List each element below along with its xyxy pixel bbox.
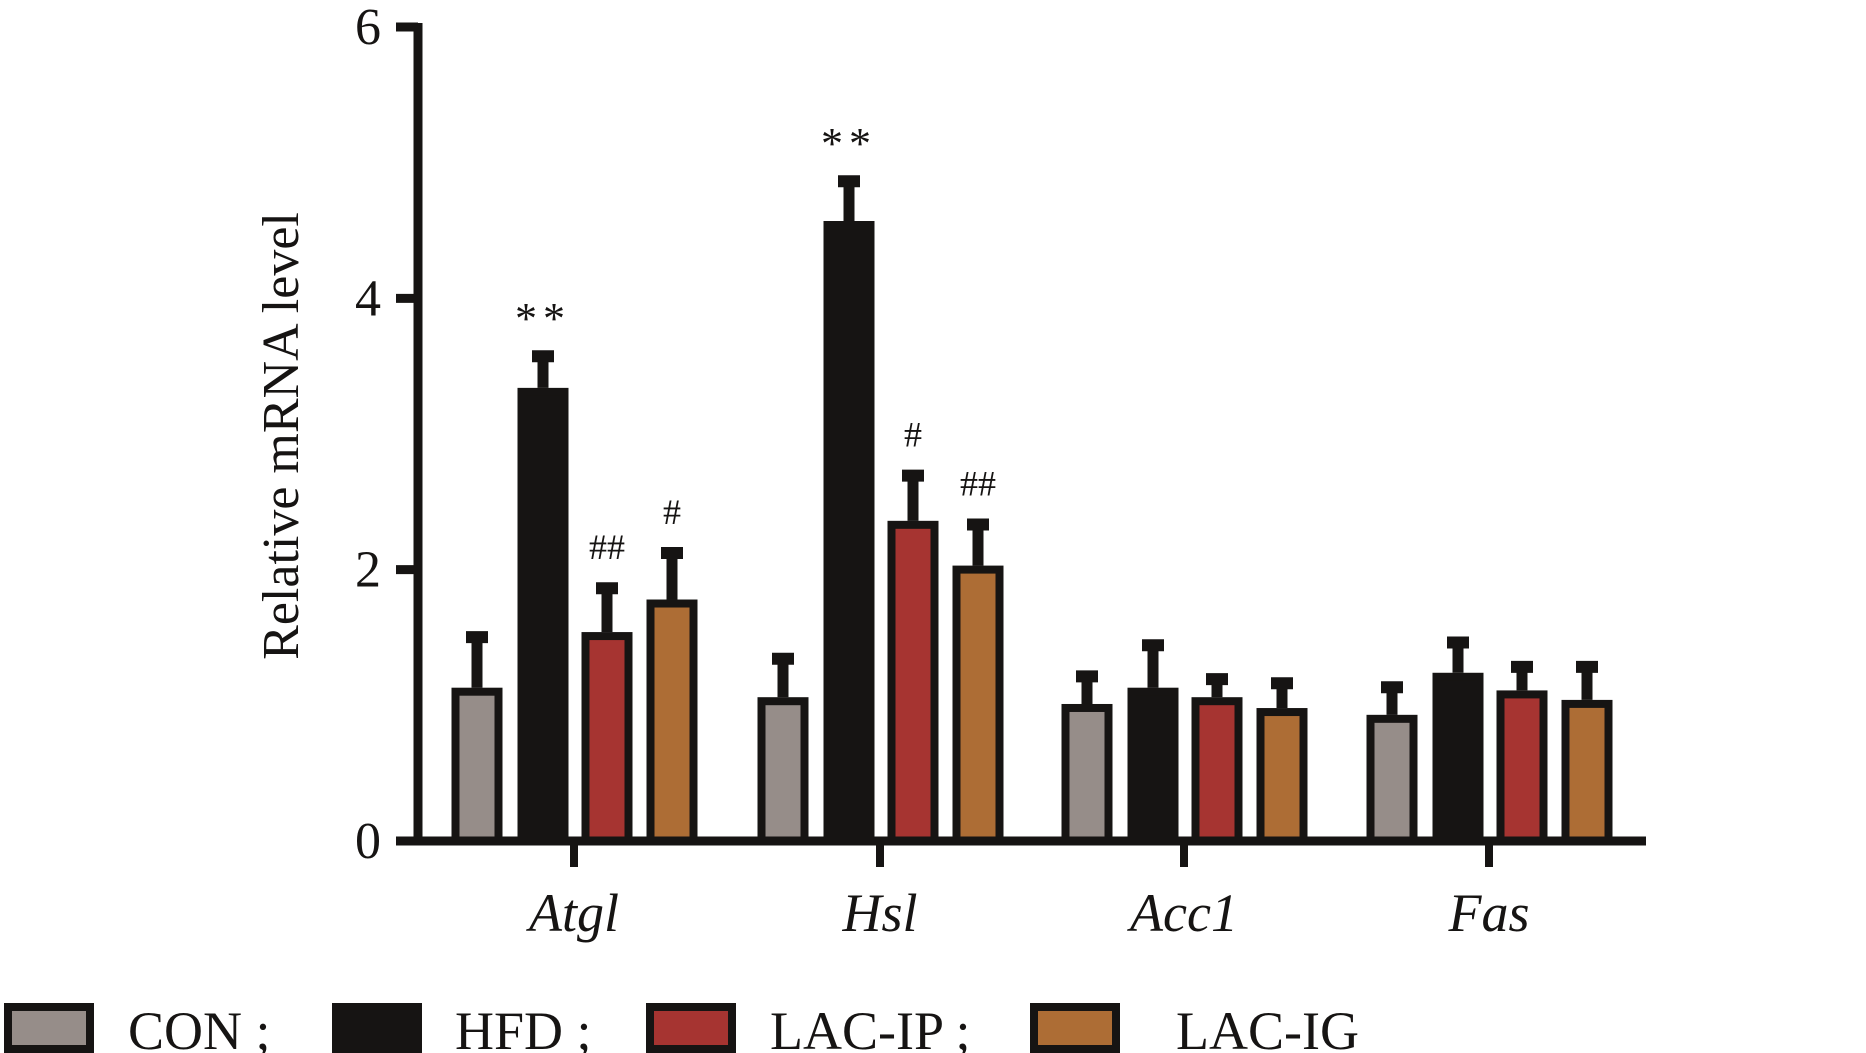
significance-annotation: # <box>904 415 922 455</box>
legend-label-lac-ip: LAC-IP ; <box>770 1001 971 1053</box>
bar-lac-ip-atgl <box>581 632 633 845</box>
y-axis-label: Relative mRNA level <box>253 212 310 660</box>
y-tick-label: 2 <box>355 542 381 599</box>
bar-hfd-hsl <box>823 221 875 845</box>
significance-annotation: ** <box>821 119 877 168</box>
bar-lac-ig-fas <box>1561 699 1613 846</box>
bar-con-acc1 <box>1061 703 1113 846</box>
bar-lac-ip-acc1 <box>1191 697 1243 846</box>
x-tick-label: Hsl <box>841 883 917 943</box>
x-tick-label: Fas <box>1448 883 1530 943</box>
legend-swatch-lac-ip <box>646 1003 736 1053</box>
significance-annotation: # <box>663 492 681 532</box>
bar-hfd-atgl <box>517 387 569 845</box>
x-ticks: Atgl Hsl Acc1 Fas <box>526 841 1530 943</box>
legend-label-hfd: HFD ; <box>455 1001 592 1053</box>
y-ticks: 0 2 4 6 <box>355 0 418 870</box>
bar-lac-ig-atgl <box>646 599 698 845</box>
x-tick-label: Atgl <box>526 883 619 943</box>
bar-lac-ig-hsl <box>952 565 1004 845</box>
legend-swatch-con <box>4 1003 94 1053</box>
significance-annotation: ## <box>589 527 625 567</box>
bar-con-atgl <box>451 687 503 845</box>
legend-swatch-hfd <box>332 1003 422 1053</box>
y-tick-label: 4 <box>355 270 381 327</box>
bar-hfd-fas <box>1432 672 1484 845</box>
bar-con-hsl <box>757 697 809 846</box>
bar-lac-ig-acc1 <box>1256 708 1308 846</box>
legend: CON ; HFD ; LAC-IP ; LAC-IG <box>4 1001 1359 1053</box>
bar-lac-ip-hsl <box>887 520 939 845</box>
y-tick-label: 6 <box>355 0 381 56</box>
bar-con-fas <box>1366 714 1418 846</box>
legend-swatch-lac-ig <box>1030 1003 1120 1053</box>
legend-label-con: CON ; <box>128 1001 271 1053</box>
bar-lac-ip-fas <box>1496 690 1548 845</box>
x-tick-label: Acc1 <box>1127 883 1238 943</box>
axes-layer <box>402 23 1646 846</box>
legend-label-lac-ig: LAC-IG <box>1176 1001 1359 1053</box>
bar-hfd-acc1 <box>1127 687 1179 845</box>
bars-layer: ****###### <box>451 119 1613 846</box>
significance-annotation: ## <box>960 463 996 503</box>
significance-annotation: ** <box>515 294 571 343</box>
y-tick-label: 0 <box>355 813 381 870</box>
